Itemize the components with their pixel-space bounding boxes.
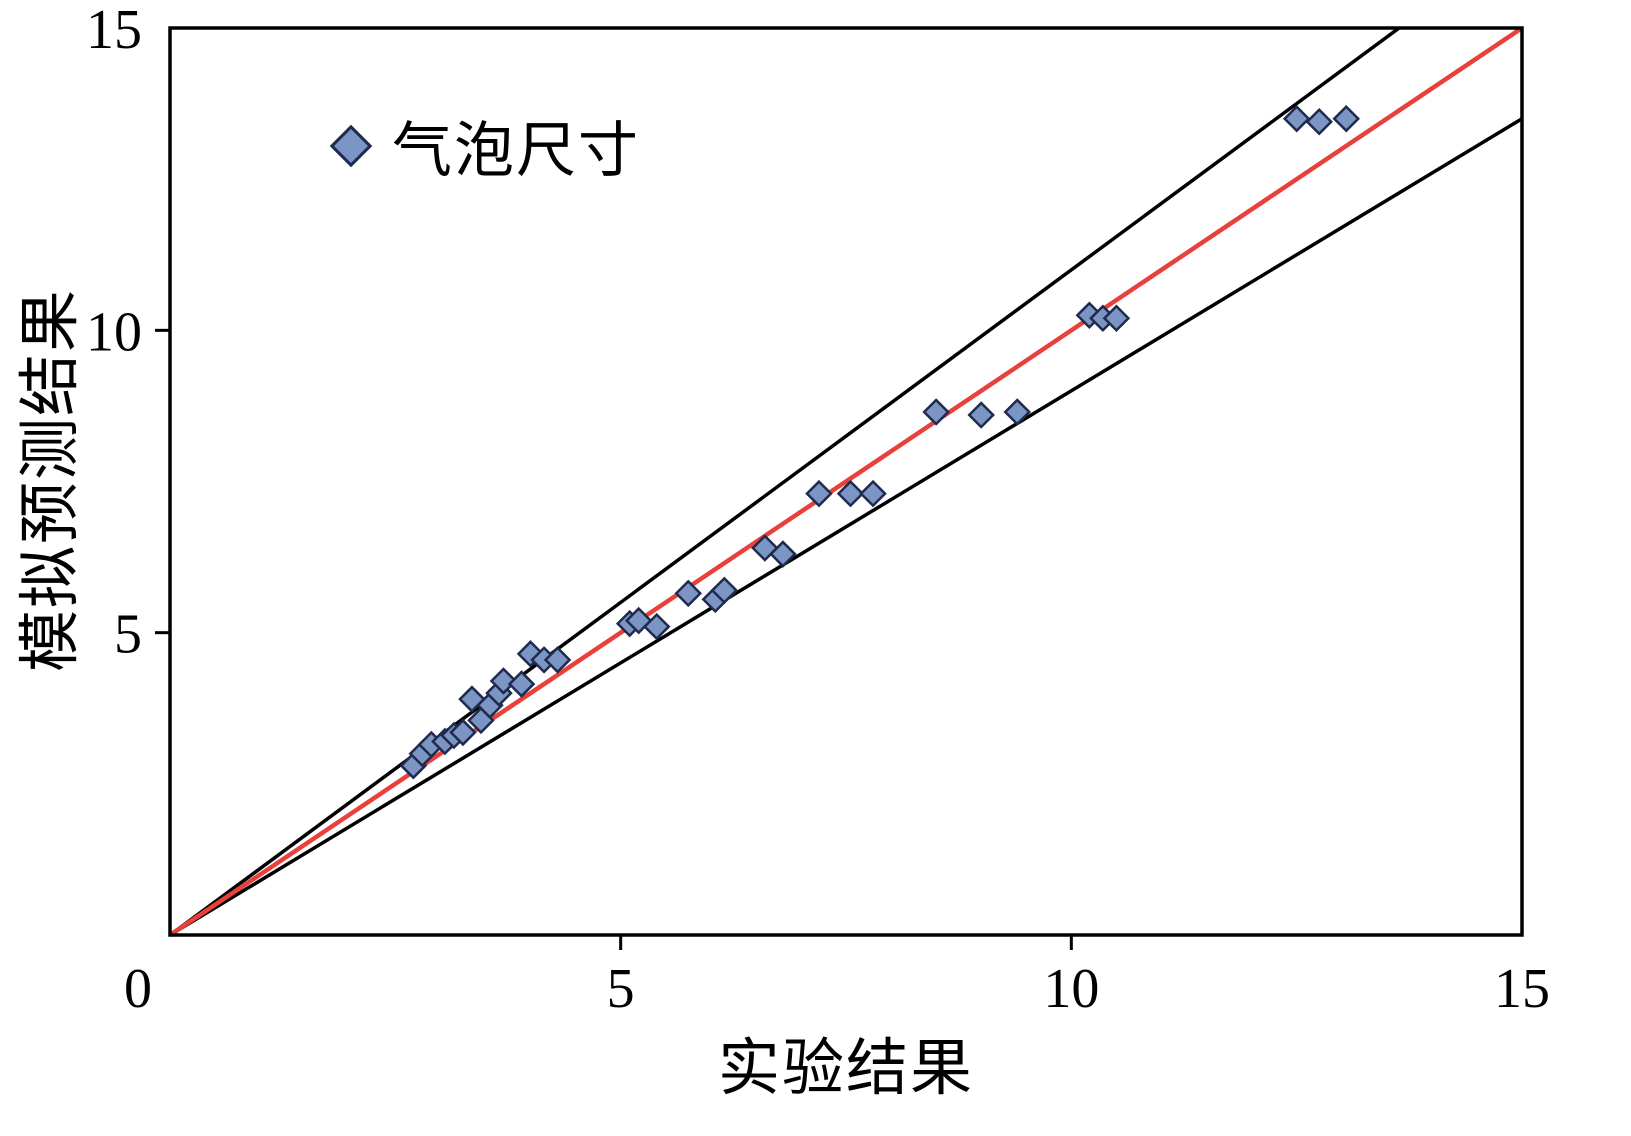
data-point (859, 479, 887, 508)
legend-label: 气泡尺寸 (392, 118, 640, 184)
x-axis-title: 实验结果 (717, 1035, 975, 1103)
data-point (543, 646, 572, 674)
legend: 气泡尺寸 (329, 102, 640, 189)
data-point (1305, 107, 1333, 136)
parity-line (168, 26, 1524, 937)
data-point (1332, 104, 1361, 133)
data-point (1282, 104, 1311, 133)
data-point (769, 540, 797, 568)
y-tick-label: 10 (86, 301, 142, 363)
upper-bound-line (168, 26, 1401, 937)
data-point (642, 612, 671, 641)
data-point (449, 718, 477, 747)
data-point (922, 398, 950, 426)
x-tick-label: 5 (607, 958, 635, 1020)
y-axis-title: 模拟预测结果 (17, 287, 85, 673)
x-tick-label: 15 (1494, 958, 1550, 1020)
data-point (836, 479, 865, 508)
lower-bound-line (169, 117, 1523, 937)
data-point (967, 401, 995, 429)
legend-marker-diamond-icon (329, 124, 373, 167)
data-point (1102, 304, 1131, 333)
data-point (489, 667, 518, 695)
y-tick-label: 15 (86, 0, 142, 61)
data-point (710, 576, 739, 605)
data-point (674, 579, 703, 608)
y-tick-label: 5 (114, 604, 142, 666)
x-tick-label: 0 (124, 958, 152, 1020)
plot-border (168, 26, 1524, 937)
data-point (507, 670, 536, 698)
data-point (805, 479, 833, 508)
data-point (1003, 398, 1032, 426)
x-tick-label: 10 (1043, 958, 1099, 1020)
